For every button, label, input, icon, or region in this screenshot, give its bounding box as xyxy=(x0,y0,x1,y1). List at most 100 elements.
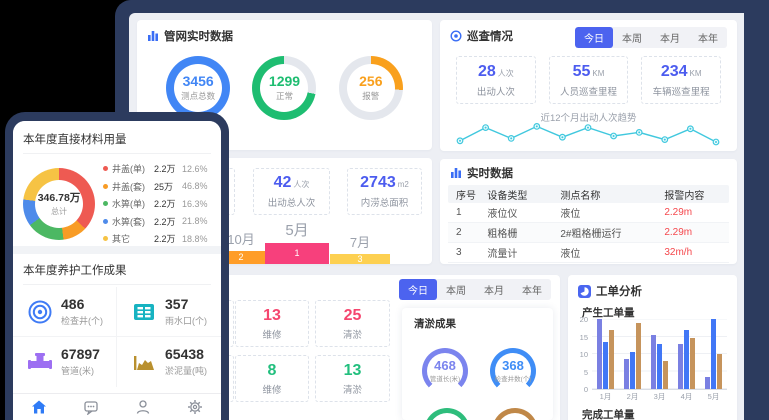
stat-cell-manhole: 486 检查井(个) xyxy=(13,287,117,337)
gauge-ring xyxy=(424,408,470,420)
legend-percent: 16.3% xyxy=(182,198,208,209)
stat-label: 出动总人次 xyxy=(267,198,316,209)
stat-label: 淤泥量(吨) xyxy=(165,366,207,376)
x-tick: 2月 xyxy=(626,392,639,401)
gauge-label: 管道长(米) xyxy=(429,376,461,383)
y-tick: 10 xyxy=(579,350,588,359)
tab-今日[interactable]: 今日 xyxy=(399,279,437,300)
x-tick: 3月 xyxy=(653,392,666,401)
stat-label: 管道(米) xyxy=(61,366,94,376)
stat-label: 车辆巡查里程 xyxy=(652,86,710,98)
stat-value: 486 xyxy=(61,295,85,312)
cell: 液位 xyxy=(560,209,581,220)
legend-dot xyxy=(103,201,108,206)
column-header: 测点名称 xyxy=(560,190,601,202)
legend-value: 2.2万 xyxy=(154,164,176,174)
legend-name: 水箅(单) xyxy=(112,199,145,209)
stat-cell-rain-inlet: 357 雨水口(个) xyxy=(117,287,221,337)
y-axis: 0 5 10 15 20 xyxy=(576,315,590,394)
x-tick: 5月 xyxy=(707,392,720,401)
table-row: 1 液位仪 液位 2.29m xyxy=(448,203,729,223)
tab-本年[interactable]: 本年 xyxy=(522,286,542,297)
alarm-table: 序号 设备类型 测点名称 报警内容 1 液位仪 液位 2.29m 2 粗格栅 2#粗格栅运行 2.29… xyxy=(448,185,729,263)
home-tab[interactable] xyxy=(30,398,48,416)
donut-label: 正常 xyxy=(275,91,293,101)
bar-chart-icon xyxy=(148,31,158,41)
panel-header: 工单分析 xyxy=(578,283,642,299)
trend-line-chart xyxy=(456,123,720,146)
patrol-panel: 巡查情况 今日 本周 本月 本年 28 人次 出动人次 55 KM 人员巡查里程 234 K… xyxy=(440,20,737,151)
chart-legend: 井盖(单) 2.2万 12.6% 井盖(套) 25万 46.8% 水箅(单) 2.2万 16.3… xyxy=(103,162,208,245)
y-tick: 20 xyxy=(579,315,588,324)
tab-本月[interactable]: 本月 xyxy=(660,34,680,45)
bar xyxy=(651,334,656,389)
tab-本周[interactable]: 本周 xyxy=(446,286,466,297)
column-header: 序号 xyxy=(456,190,476,202)
legend-item: 水箅(套) 2.2万 21.8% xyxy=(103,215,208,228)
legend-percent: 21.8% xyxy=(182,216,208,226)
stat-value: 13 xyxy=(263,306,281,324)
settings-tab[interactable] xyxy=(186,398,204,416)
podium-month-label: 7月 xyxy=(349,235,371,250)
table-row: 3 流量计 液位 32m/h xyxy=(448,243,729,263)
dredge-result-card: 清淤成果 468 管道长(米) 368 检查井数(个) xyxy=(402,308,553,420)
bar xyxy=(597,319,602,389)
panel-title: 管网实时数据 xyxy=(164,31,233,43)
panel-header: 巡查情况 xyxy=(450,28,513,44)
stat-value: 42 xyxy=(273,174,292,191)
stat-value: 2743 xyxy=(360,174,396,191)
stat-label: 雨水口(个) xyxy=(165,315,207,326)
podium-bar: 2 xyxy=(217,251,265,264)
manhole-icon xyxy=(28,300,52,323)
tab-本月[interactable]: 本月 xyxy=(484,286,504,297)
phone-screen: 本年度直接材料用量 346.78万 总计 井盖(单) 2.2万 12.6% 井盖(套)… xyxy=(13,121,221,420)
bar xyxy=(609,329,614,389)
legend-name: 井盖(套) xyxy=(112,181,145,192)
legend-dot xyxy=(103,236,108,241)
bar-group xyxy=(597,319,614,389)
pipe-icon xyxy=(28,353,52,369)
gauge-center: 468 管道长(米) xyxy=(427,353,463,389)
legend-name: 其它 xyxy=(112,234,131,244)
card-title: 清淤成果 xyxy=(414,318,456,330)
bar xyxy=(678,343,683,389)
cell: 2 xyxy=(456,227,462,238)
stat-label: 检查井(个) xyxy=(61,315,103,326)
gauge-label: 检查井数(个) xyxy=(494,376,532,383)
table-header-row: 序号 设备类型 测点名称 报警内容 xyxy=(448,185,729,203)
tab-本年[interactable]: 本年 xyxy=(698,34,718,45)
legend-dot xyxy=(103,183,108,189)
panel-title: 工单分析 xyxy=(596,286,642,298)
column-header: 设备类型 xyxy=(487,190,528,202)
phone-nav-bar xyxy=(13,393,221,420)
y-tick: 5 xyxy=(583,367,588,377)
donut-group: 3456 测点总数 1299 正常 256 报警 xyxy=(137,56,432,120)
donut-value: 1299 xyxy=(268,73,301,89)
card-title: 本年度直接材料用量 xyxy=(23,131,211,154)
stat-value: 8 xyxy=(267,361,277,379)
tab-本周[interactable]: 本周 xyxy=(622,34,642,45)
alarm-value: 32m/h xyxy=(664,247,693,258)
donut-center: 256 报警 xyxy=(346,64,395,112)
cell: 粗格栅 xyxy=(487,229,518,240)
donut-label: 测点总数 xyxy=(181,91,216,101)
messages-tab[interactable] xyxy=(82,398,100,416)
material-chart: 346.78万 总计 井盖(单) 2.2万 12.6% 井盖(套) 25万 46.8% 水箅… xyxy=(23,162,211,245)
alarm-value: 2.29m xyxy=(664,207,693,218)
legend-value: 2.2万 xyxy=(154,199,176,209)
workorder-analysis-panel: 工单分析 产生工单量 0 5 10 15 20 1月 2月 3月 4月 5月 完成工单量 xyxy=(568,275,737,420)
stat-cell-sludge: 65438 淤泥量(吨) xyxy=(117,337,221,387)
tab-今日[interactable]: 今日 xyxy=(575,27,613,48)
stat-value: 357 xyxy=(165,295,189,312)
pipeline-realtime-panel: 管网实时数据 3456 测点总数 1299 正常 256 报警 xyxy=(137,20,432,150)
bar xyxy=(624,359,629,389)
legend-value: 25万 xyxy=(154,181,174,192)
profile-tab[interactable] xyxy=(134,398,152,416)
x-tick: 1月 xyxy=(599,392,612,401)
podium-month-label: 10月 xyxy=(227,232,255,247)
bar-group xyxy=(705,319,722,389)
legend-percent: 46.8% xyxy=(182,181,208,191)
x-tick: 4月 xyxy=(680,392,693,401)
bar xyxy=(657,343,662,389)
